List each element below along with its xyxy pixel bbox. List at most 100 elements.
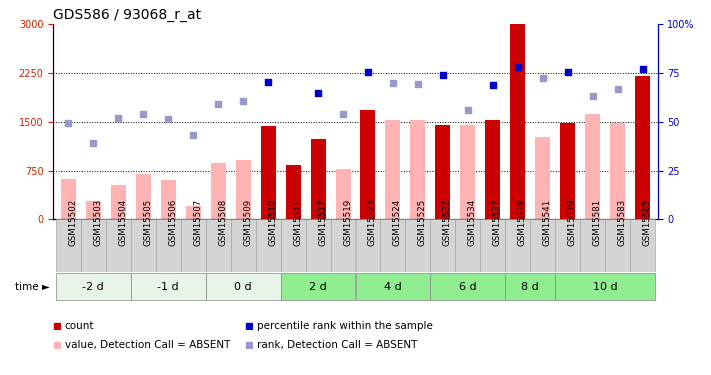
Text: GSM15503: GSM15503 (93, 198, 102, 246)
Text: percentile rank within the sample: percentile rank within the sample (257, 321, 432, 331)
Bar (205, 273, 281, 300)
Text: GSM15510: GSM15510 (268, 198, 277, 246)
Text: 0 d: 0 d (235, 282, 252, 292)
Bar (635, 76, 650, 219)
Bar (385, 120, 400, 219)
Text: GSM15537: GSM15537 (493, 198, 502, 246)
Point (163, 116, 174, 122)
Bar (430, 219, 455, 272)
Bar (281, 219, 306, 272)
Point (537, 75, 548, 81)
Bar (281, 273, 356, 300)
Text: GSM15539: GSM15539 (518, 198, 527, 246)
Bar (56, 219, 81, 272)
Bar (410, 120, 425, 219)
Text: GSM15585: GSM15585 (643, 198, 652, 246)
Text: GSM15532: GSM15532 (443, 198, 452, 246)
Text: GSM15509: GSM15509 (243, 198, 252, 246)
Text: GDS586 / 93068_r_at: GDS586 / 93068_r_at (53, 8, 201, 22)
Bar (306, 219, 331, 272)
Text: 2 d: 2 d (309, 282, 327, 292)
Point (262, 79, 274, 85)
Point (87, 140, 99, 146)
Bar (261, 126, 276, 219)
Bar (256, 219, 281, 272)
Point (137, 111, 149, 117)
Bar (405, 219, 430, 272)
Bar (435, 125, 450, 219)
Bar (161, 180, 176, 219)
Bar (181, 219, 205, 272)
Text: GSM15524: GSM15524 (393, 198, 402, 246)
Bar (535, 137, 550, 219)
Bar (131, 273, 205, 300)
Bar (506, 273, 555, 300)
Bar (86, 201, 101, 219)
Bar (585, 114, 600, 219)
Bar (486, 120, 501, 219)
Text: GSM15519: GSM15519 (343, 198, 352, 246)
Text: GSM15508: GSM15508 (218, 198, 227, 246)
Text: GSM15583: GSM15583 (618, 198, 626, 246)
Text: 8 d: 8 d (521, 282, 539, 292)
Text: value, Detection Call = ABSENT: value, Detection Call = ABSENT (65, 340, 230, 350)
Text: 4 d: 4 d (384, 282, 402, 292)
Bar (156, 219, 181, 272)
Bar (455, 219, 481, 272)
Bar (61, 179, 76, 219)
Point (213, 100, 224, 106)
Bar (246, 323, 252, 330)
Text: GSM15502: GSM15502 (68, 198, 77, 246)
Bar (246, 342, 252, 348)
Bar (286, 165, 301, 219)
Text: count: count (65, 321, 94, 331)
Bar (481, 219, 506, 272)
Point (312, 90, 324, 96)
Text: 10 d: 10 d (593, 282, 618, 292)
Text: GSM15525: GSM15525 (418, 198, 427, 246)
Bar (630, 219, 655, 272)
Point (363, 69, 374, 75)
Bar (555, 219, 580, 272)
Text: rank, Detection Call = ABSENT: rank, Detection Call = ABSENT (257, 340, 417, 350)
Point (63, 120, 74, 126)
Bar (81, 219, 106, 272)
Text: time ►: time ► (15, 282, 50, 292)
Bar (430, 273, 506, 300)
Bar (461, 125, 476, 219)
Bar (205, 219, 230, 272)
Bar (360, 110, 375, 219)
Bar (311, 139, 326, 219)
Point (237, 98, 249, 104)
Point (612, 86, 624, 92)
Bar (610, 123, 625, 219)
Bar (336, 170, 351, 219)
Bar (580, 219, 605, 272)
Point (487, 82, 498, 88)
Bar (111, 185, 126, 219)
Bar (235, 160, 250, 219)
Text: GSM15579: GSM15579 (568, 198, 577, 246)
Text: GSM15504: GSM15504 (118, 198, 127, 246)
Point (462, 107, 474, 113)
Text: GSM15507: GSM15507 (193, 198, 202, 246)
Bar (356, 273, 430, 300)
Text: -1 d: -1 d (157, 282, 179, 292)
Bar (131, 219, 156, 272)
Bar (186, 206, 201, 219)
Text: GSM15511: GSM15511 (293, 198, 302, 246)
Text: -2 d: -2 d (82, 282, 104, 292)
Bar (506, 219, 530, 272)
Point (337, 111, 348, 117)
Text: GSM15517: GSM15517 (318, 198, 327, 246)
Bar (560, 123, 575, 219)
Text: GSM15541: GSM15541 (542, 198, 552, 246)
Point (637, 66, 648, 72)
Text: GSM15581: GSM15581 (593, 198, 602, 246)
Point (562, 69, 574, 75)
Point (188, 132, 199, 138)
Bar (530, 219, 555, 272)
Bar (331, 219, 356, 272)
Bar (605, 219, 630, 272)
Text: GSM15505: GSM15505 (143, 198, 152, 246)
